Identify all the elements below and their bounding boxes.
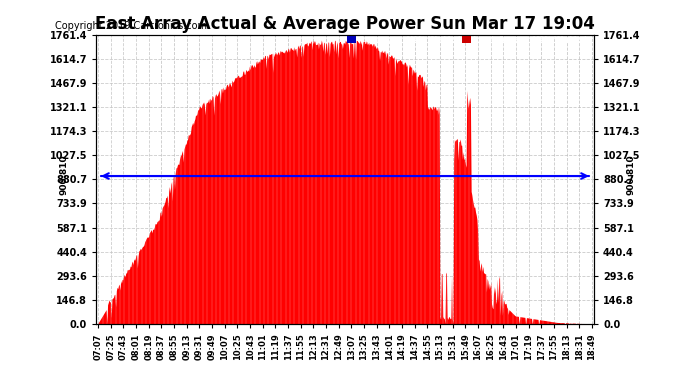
Legend: Average  (DC Watts), East Array  (DC Watts): Average (DC Watts), East Array (DC Watts… xyxy=(345,33,589,46)
Title: East Array Actual & Average Power Sun Mar 17 19:04: East Array Actual & Average Power Sun Ma… xyxy=(95,15,595,33)
Text: 900.810: 900.810 xyxy=(627,154,635,195)
Text: Copyright 2019 Cartronics.com: Copyright 2019 Cartronics.com xyxy=(55,21,207,31)
Text: 900.810: 900.810 xyxy=(59,154,68,195)
